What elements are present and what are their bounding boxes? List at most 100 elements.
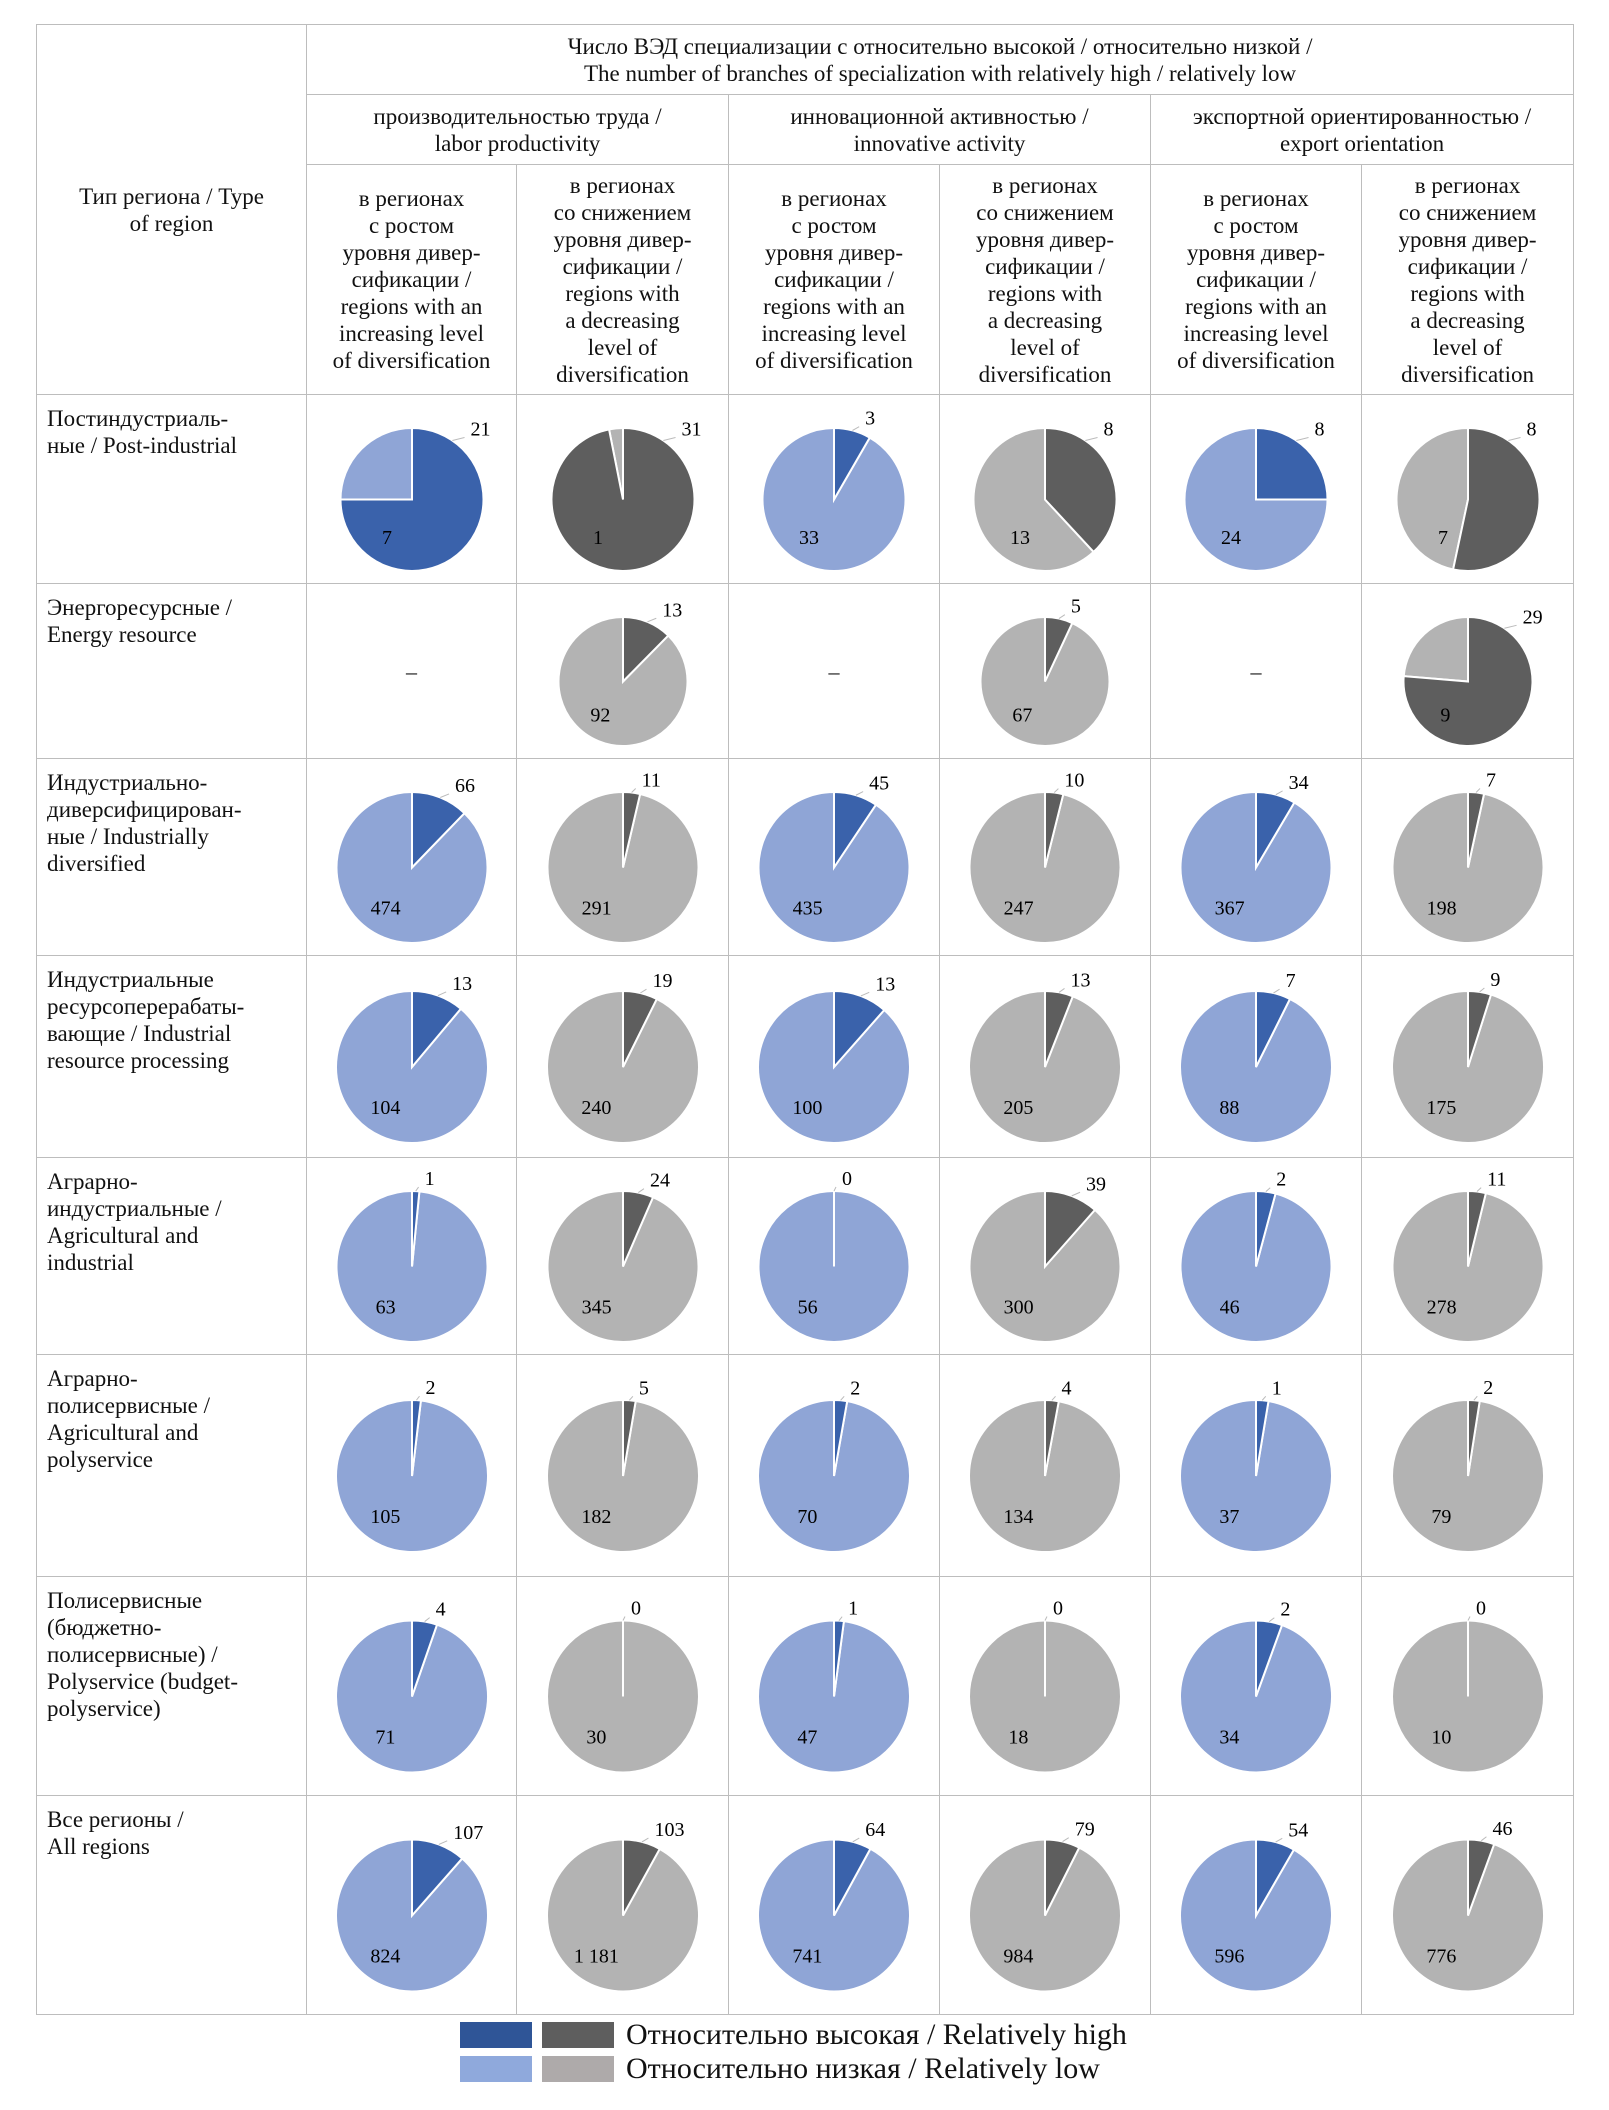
leader-line: [639, 988, 647, 993]
subheader-line: сификации /: [1407, 253, 1528, 279]
pie-label-high: 54: [1288, 1819, 1308, 1841]
pie-label-high: 13: [875, 973, 895, 995]
pie-cell: 29 9: [1360, 583, 1575, 759]
region-name-line: industrial: [47, 1250, 134, 1275]
subheader-line: уровня дивер-: [342, 240, 481, 265]
pie-cell: 2 79: [1360, 1354, 1575, 1577]
pie-chart: 39 300: [968, 1173, 1122, 1343]
pie-label-high: 8: [1526, 418, 1536, 440]
leader-line: [437, 990, 446, 996]
region-name-line: Agricultural and: [47, 1420, 199, 1445]
pie-chart: 1 63: [335, 1168, 488, 1343]
legend-high: Относительно высокая / Relatively high: [460, 2018, 1127, 2052]
pie-slice-high: [621, 989, 658, 1067]
leader-line: [628, 1395, 633, 1401]
pie-label-low: 776: [1426, 1945, 1456, 1967]
main-title-en: The number of branches of specialization…: [583, 60, 1297, 86]
pie-slice-high: [833, 1398, 849, 1476]
subheader-line: a decreasing: [1410, 307, 1525, 333]
leader-line: [1467, 1615, 1470, 1621]
subheader-line: в регионах: [992, 172, 1098, 198]
pie-cell: 2 46: [1150, 1157, 1362, 1355]
leader-line: [1062, 1836, 1070, 1842]
table-row: Энергоресурсные / Energy resource –13 92–5 6…: [36, 583, 1575, 759]
pie-label-low: 474: [370, 897, 400, 919]
subheader-line: of diversification: [755, 348, 913, 373]
region-name-line: Постиндустриаль-: [47, 406, 229, 431]
pie-cell: 2 70: [728, 1354, 940, 1577]
subheader-line: со снижением: [1398, 199, 1537, 225]
pie-label-low: 13: [1010, 526, 1030, 548]
pie-chart: 31 1: [550, 418, 701, 572]
table-row: Аграрно-индустриальные / Agricultural and…: [36, 1157, 1575, 1355]
region-name-line: Аграрно-: [47, 1169, 138, 1194]
pie-cell: 13 100: [728, 955, 940, 1158]
pie-label-high: 21: [470, 418, 490, 440]
legend: Относительно высокая / Relatively high О…: [460, 2018, 1127, 2086]
pie-label-low: 300: [1004, 1296, 1034, 1318]
pie-cell: 13 205: [939, 955, 1151, 1158]
pie-label-low: 34: [1219, 1726, 1239, 1748]
pie-label-high: 10: [1064, 769, 1084, 791]
subheader-line: regions with: [1410, 280, 1525, 306]
pie-label-low: 9: [1440, 704, 1450, 726]
pie-label-high: 19: [652, 970, 672, 992]
pie-chart: 54 596: [1179, 1819, 1333, 1992]
pie-label-low: 134: [1003, 1506, 1033, 1528]
pie-label-low: 1: [592, 526, 602, 548]
subheader-line: с ростом: [791, 213, 877, 238]
pie-label-low: 24: [1221, 526, 1241, 548]
pie-label-low: 247: [1004, 897, 1034, 919]
leader-line: [838, 1615, 843, 1621]
table-row: Индустриальные ресурсоперерабаты-вающие /…: [36, 955, 1575, 1158]
pie-label-low: 71: [375, 1726, 395, 1748]
pie-cell: 5 67: [939, 583, 1151, 759]
pie-label-low: 92: [590, 704, 610, 726]
pie-label-low: 741: [792, 1945, 822, 1967]
pie-cell: 3 33: [728, 394, 940, 584]
pie-label-low: 37: [1219, 1506, 1239, 1528]
leader-line: [415, 1395, 420, 1400]
leader-line: [1051, 1395, 1056, 1401]
leader-line: [1268, 1616, 1275, 1622]
pie-cell: 54 596: [1150, 1795, 1362, 2015]
leader-line: [622, 1615, 625, 1621]
region-name: Индустриальные ресурсоперерабаты-вающие /…: [36, 955, 307, 1158]
region-name-line: Индустриальные: [47, 967, 214, 992]
pie-label-high: 107: [453, 1821, 483, 1843]
leader-line: [840, 1395, 845, 1401]
pie-label-high: 2: [1483, 1377, 1493, 1399]
pie-label-low: 67: [1012, 704, 1032, 726]
subheader-line: сификации /: [562, 253, 683, 279]
pie-slice-high: [621, 790, 641, 868]
pie-cell: 2 105: [306, 1354, 517, 1577]
pie-chart: 1 37: [1179, 1377, 1333, 1553]
table-row: Постиндустриаль-ные / Post-industrial 21 7…: [36, 394, 1575, 584]
pie-slice-high: [1402, 615, 1533, 747]
region-name-line: полисервисные) /: [47, 1642, 218, 1667]
pie-chart: 8 24: [1183, 418, 1329, 572]
pie-cell: 24 345: [516, 1157, 729, 1355]
pie-slice-high: [833, 426, 872, 503]
pie-label-low: 56: [798, 1296, 818, 1318]
pie-cell: 103 1 181: [516, 1795, 729, 2015]
subheader-line: increasing level: [339, 321, 484, 346]
increasing-subheader: в регионах с ростом уровня дивер-сификации…: [728, 164, 940, 395]
subheader-line: increasing level: [761, 321, 907, 346]
pie-slice-high: [621, 1837, 661, 1916]
pie-cell: 79 984: [939, 1795, 1151, 2015]
pie-cell: 1 47: [728, 1576, 940, 1796]
pie-chart: 0 18: [968, 1597, 1122, 1773]
pie-slice-high: [1451, 426, 1540, 572]
pie-cell: 46 776: [1360, 1795, 1575, 2015]
subheader-line: со снижением: [553, 199, 692, 225]
region-name: Постиндустриаль-ные / Post-industrial: [36, 394, 307, 584]
pie-label-low: 104: [370, 1097, 400, 1119]
increasing-subheader: в регионах с ростом уровня дивер-сификации…: [306, 164, 517, 395]
pie-label-high: 13: [1071, 969, 1091, 991]
leader-line: [1085, 436, 1098, 441]
pie-chart: 2 79: [1390, 1377, 1545, 1553]
pie-label-high: 8: [1315, 418, 1325, 440]
group-header-text: производительностью труда /: [373, 103, 662, 129]
pie-cell: 64 741: [728, 1795, 940, 2015]
